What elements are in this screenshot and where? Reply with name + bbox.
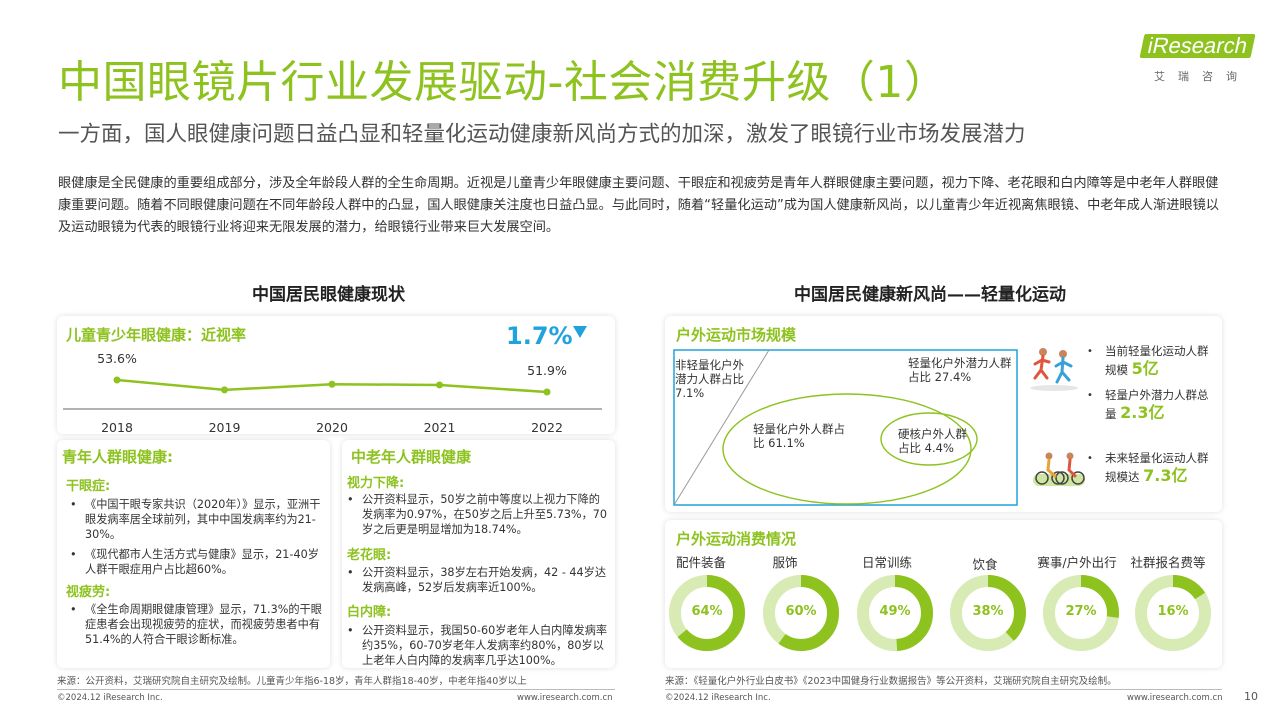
stat-current: 当前轻量化运动人群规模 5亿 [1105, 344, 1209, 378]
presbyopia-list: 公开资料显示，38岁左右开始发病，42 - 44岁达发病高峰，52岁后发病率近1… [342, 565, 608, 595]
right-copyright: ©2024.12 iResearch Inc. [665, 693, 771, 703]
light-label: 轻量化户外人群占比 61.1% [753, 422, 845, 450]
data-label: 51.9% [527, 363, 567, 378]
left-section-title: 中国居民眼健康现状 [252, 285, 405, 305]
hardcore-label: 硬核户外人群占比 4.4% [898, 427, 967, 455]
iresearch-logo: iResearch 艾瑞咨询 [1139, 33, 1256, 86]
non-light-label: 非轻量化户外潜力人群占比 7.1% [675, 358, 744, 400]
vision-title: 视力下降: [347, 476, 405, 491]
list-item: 《现代都市人生活方式与健康》显示，21-40岁人群干眼症用户占比超60%。 [65, 547, 323, 577]
logo-word: iResearch [1139, 33, 1256, 58]
market-title: 户外运动市场规模 [676, 326, 797, 344]
donut-ring [857, 575, 933, 651]
potential-label: 轻量化户外潜力人群占比 27.4% [908, 356, 1012, 384]
donut-ring [763, 575, 839, 651]
left-footer-divider [57, 689, 615, 690]
elderly-title: 中老年人群眼健康 [351, 448, 472, 466]
cyclists-icon [1033, 452, 1085, 486]
myopia-point-2021 [436, 381, 443, 389]
x-tick-label: 2022 [531, 420, 563, 434]
youth-card: 青年人群眼健康: 干眼症: 《中国干眼专家共识（2020年）》显示，亚洲干眼发病… [57, 440, 330, 668]
donut-ring [669, 575, 745, 651]
ring-value-arc [1135, 575, 1211, 651]
elderly-card: 中老年人群眼健康 视力下降: 公开资料显示，50岁之前中等度以上视力下降的发病率… [342, 440, 615, 668]
myopia-point-2019 [221, 386, 228, 394]
x-tick-label: 2021 [424, 420, 456, 434]
ring-value-arc [1043, 575, 1119, 651]
ring-category-label: 配件装备 [675, 555, 726, 570]
donut-ring [1135, 575, 1211, 651]
ring-category-label: 社群报名费等 [1130, 555, 1206, 570]
ring-value-arc [950, 575, 1026, 651]
donut-ring [1043, 575, 1119, 651]
myopia-line-chart: 2018 53.6% 2019 2020 2021 2022 51.9% [63, 351, 602, 434]
ring-category-label: 日常训练 [861, 555, 912, 570]
ring-category-label: 赛事/户外出行 [1037, 555, 1117, 570]
logo-cn: 艾瑞咨询 [1154, 70, 1250, 83]
x-tick-label: 2019 [209, 420, 241, 434]
myopia-delta: 1.7% [506, 322, 573, 350]
list-item: 《中国干眼专家共识（2020年）》显示，亚洲干眼发病率居全球前列，其中中国发病率… [65, 497, 323, 542]
youth-title: 青年人群眼健康: [62, 448, 173, 466]
right-section-title: 中国居民健康新风尚——轻量化运动 [794, 285, 1066, 305]
ring-value-label: 38% [972, 604, 1004, 619]
myopia-card: 儿童青少年眼健康：近视率 1.7% 2018 53.6% 2019 2020 2021 2… [57, 316, 615, 434]
down-triangle-icon [573, 326, 587, 338]
market-venn-diagram [673, 349, 1018, 506]
dry-eye-title: 干眼症: [66, 479, 111, 494]
cataract-title: 白内障: [347, 605, 392, 620]
consumption-card: 户外运动消费情况 配件装备 64% 服饰 60% 日常训练 49% 饮食 38% 赛事/户外出行… [665, 520, 1222, 668]
myopia-point-2020 [328, 380, 336, 388]
list-item: 公开资料显示，38岁左右开始发病，42 - 44岁达发病高峰，52岁后发病率近1… [342, 565, 608, 595]
myopia-point-2022 [543, 388, 551, 396]
ring-value-label: 16% [1157, 604, 1189, 619]
list-item: 《全生命周期眼健康管理》显示，71.3%的干眼症患者会出现视疲劳的症状，而视疲劳… [65, 602, 323, 647]
stat-potential: 轻量户外潜力人群总量 2.3亿 [1105, 388, 1209, 422]
left-website-link[interactable]: www.iresearch.com.cn [517, 693, 613, 703]
fatigue-list: 《全生命周期眼健康管理》显示，71.3%的干眼症患者会出现视疲劳的症状，而视疲劳… [65, 602, 323, 647]
ring-value-arc [669, 575, 745, 651]
ring-value-label: 27% [1065, 604, 1097, 619]
intro-paragraph: 眼健康是全民健康的重要组成部分，涉及全年龄段人群的全生命周期。近视是儿童青少年眼… [58, 176, 1219, 235]
consumption-donut-charts: 配件装备 64% 服饰 60% 日常训练 49% 饮食 38% 赛事/户外出行 27% 社群报名费等… [665, 520, 1222, 668]
ring-category-label: 饮食 [972, 557, 998, 572]
right-website-link[interactable]: www.iresearch.com.cn [1127, 693, 1223, 703]
page-title: 中国眼镜片行业发展驱动-社会消费升级（1） [58, 57, 949, 108]
x-tick-label: 2020 [316, 420, 348, 434]
data-label: 53.6% [97, 351, 137, 366]
left-copyright: ©2024.12 iResearch Inc. [57, 693, 163, 703]
x-tick-label: 2018 [101, 420, 133, 434]
fatigue-title: 视疲劳: [66, 585, 111, 600]
vision-list: 公开资料显示，50岁之前中等度以上视力下降的发病率为0.97%，在50岁之后上升… [342, 492, 608, 537]
page-subtitle: 一方面，国人眼健康问题日益凸显和轻量化运动健康新风尚方式的加深，激发了眼镜行业市… [58, 122, 1026, 147]
dry-eye-list: 《中国干眼专家共识（2020年）》显示，亚洲干眼发病率居全球前列，其中中国发病率… [65, 497, 323, 577]
ring-value-arc [763, 575, 839, 651]
ring-value-label: 64% [691, 604, 723, 619]
presbyopia-title: 老花眼: [347, 548, 392, 563]
ring-value-arc [857, 575, 933, 651]
runners-icon [1030, 348, 1078, 391]
ring-category-label: 服饰 [772, 555, 798, 570]
stat-future: 未来轻量化运动人群规模达 7.3亿 [1105, 451, 1209, 485]
consumption-title: 户外运动消费情况 [676, 530, 797, 548]
ring-value-label: 60% [785, 604, 817, 619]
donut-ring [950, 575, 1026, 651]
list-item: 公开资料显示，我国50-60岁老年人白内障发病率约35%，60-70岁老年人发病… [342, 623, 614, 668]
list-item: 公开资料显示，50岁之前中等度以上视力下降的发病率为0.97%，在50岁之后上升… [342, 492, 608, 537]
right-footer-divider [665, 689, 1222, 690]
myopia-title: 儿童青少年眼健康：近视率 [66, 326, 247, 344]
left-source-note: 来源：公开资料，艾瑞研究院自主研究及绘制。儿童青少年指6-18岁，青年人群指18… [57, 676, 527, 687]
page-number: 10 [1244, 690, 1258, 703]
right-source-note: 来源：《轻量化户外行业白皮书》《2023中国健身行业数据报告》等公开资料，艾瑞研… [665, 676, 1117, 687]
cataract-list: 公开资料显示，我国50-60岁老年人白内障发病率约35%，60-70岁老年人发病… [342, 623, 614, 668]
myopia-point-2018 [113, 376, 121, 384]
ring-value-label: 49% [879, 604, 911, 619]
market-card: 户外运动市场规模 非轻量化户外潜力人群占比 7.1% 轻量化户外潜力人群占比 2… [665, 316, 1222, 512]
